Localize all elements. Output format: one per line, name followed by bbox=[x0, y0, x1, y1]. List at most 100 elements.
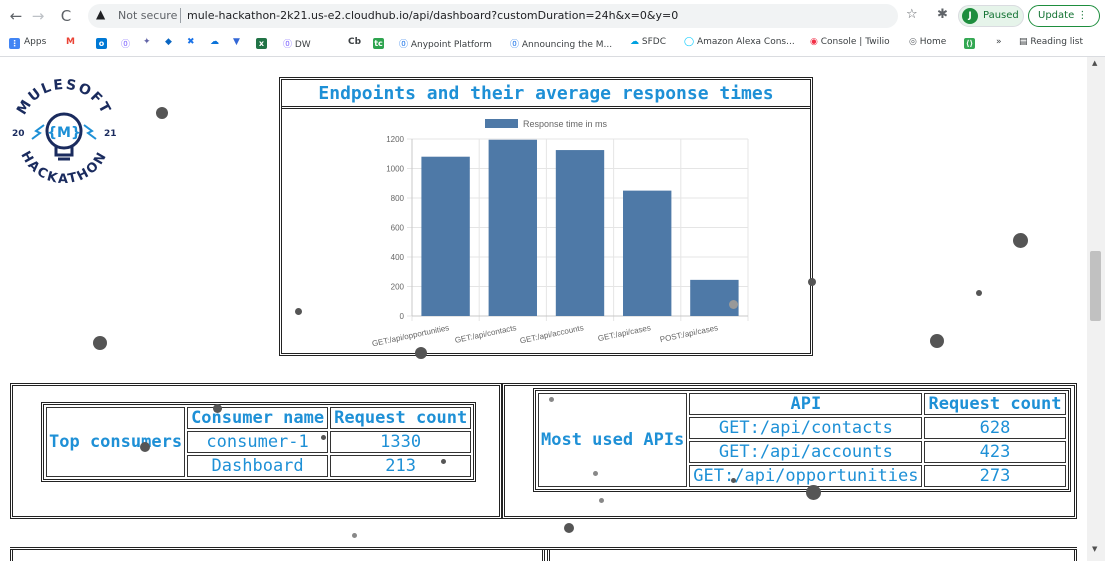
x-tick-label: GET:/api/cases bbox=[597, 323, 652, 343]
bookmarks-bar: ⋮ Apps M o ⓪ ✦ ◆ ✖ ☁ ▼ x ⓪ DW Cb tc ⓪ Any… bbox=[0, 33, 1105, 57]
bookmark-sfdc[interactable]: ☁ SFDC bbox=[630, 37, 666, 47]
url-text[interactable]: mule-hackathon-2k21.us-e2.cloudhub.io/ap… bbox=[187, 9, 679, 22]
mulesoft-icon: ⓪ bbox=[510, 40, 522, 50]
table-cell: 423 bbox=[924, 441, 1066, 463]
flag-icon[interactable]: ▼ bbox=[233, 37, 240, 47]
alexa-ring-icon: ◯ bbox=[684, 37, 697, 47]
x-tick-label: POST:/api/cases bbox=[659, 323, 719, 344]
bookmark-home[interactable]: ◎ Home bbox=[909, 37, 946, 47]
decorative-dot bbox=[808, 278, 816, 286]
more-bookmarks-icon[interactable]: » bbox=[996, 37, 1002, 47]
decorative-dot bbox=[140, 442, 150, 452]
lightning-icon bbox=[83, 124, 97, 140]
browser-chrome: ← → C ▲ Not secure mule-hackathon-2k21.u… bbox=[0, 0, 1105, 57]
bookmark-label: DW bbox=[294, 40, 311, 50]
cb-icon[interactable]: Cb bbox=[348, 37, 362, 47]
legend-label: Response time in ms bbox=[523, 119, 608, 129]
vertical-scrollbar[interactable]: ▲ ▼ bbox=[1087, 57, 1105, 561]
next-section-row bbox=[10, 547, 1077, 561]
chart-area: Response time in ms 0 200 400 600 800 1000 1200… bbox=[282, 112, 810, 353]
table-cell: GET:/api/accounts bbox=[689, 441, 923, 463]
outlook-icon[interactable]: o bbox=[96, 37, 111, 49]
bookmark-apps[interactable]: ⋮ Apps bbox=[9, 37, 46, 49]
bookmark-label: SFDC bbox=[641, 37, 666, 47]
diamond-icon[interactable]: ◆ bbox=[165, 37, 172, 47]
excel-icon[interactable]: x bbox=[256, 37, 271, 49]
svg-text:{M}: {M} bbox=[47, 125, 81, 141]
cloud-icon[interactable]: ☁ bbox=[210, 37, 219, 47]
table-cell: 628 bbox=[924, 417, 1066, 439]
top-consumers-panel: Top consumers Consumer name Request coun… bbox=[10, 383, 502, 519]
gmail-icon[interactable]: M bbox=[66, 37, 75, 47]
green-bracket-icon[interactable]: ⟨⟩ bbox=[964, 38, 975, 49]
decorative-dot bbox=[593, 471, 598, 476]
table-cell: 273 bbox=[924, 465, 1066, 487]
logo-top-text: MULESOFT bbox=[14, 77, 112, 118]
most-used-apis-table: Most used APIs API Request count GET:/ap… bbox=[533, 388, 1071, 492]
bookmark-label: Home bbox=[919, 37, 947, 47]
decorative-dot bbox=[599, 498, 604, 503]
column-header: Request count bbox=[924, 393, 1066, 415]
browser-toolbar: ← → C ▲ Not secure mule-hackathon-2k21.u… bbox=[0, 0, 1105, 33]
column-header: Request count bbox=[330, 407, 472, 429]
scroll-down-arrow-icon[interactable]: ▼ bbox=[1092, 545, 1098, 553]
bookmark-star-icon[interactable]: ☆ bbox=[906, 7, 918, 22]
paused-label: Paused bbox=[983, 10, 1019, 21]
table-row: Dashboard 213 bbox=[46, 455, 472, 477]
forward-arrow-icon[interactable]: → bbox=[31, 7, 45, 25]
table-cell: 213 bbox=[330, 455, 472, 477]
y-tick-label: 1000 bbox=[386, 165, 404, 174]
mulesoft-icon[interactable]: ⓪ bbox=[121, 40, 131, 50]
response-time-bar-chart: Response time in ms 0 200 400 600 800 1000 1200… bbox=[371, 119, 749, 348]
most-used-apis-label: Most used APIs bbox=[538, 393, 688, 487]
most-used-apis-panel: Most used APIs API Request count GET:/ap… bbox=[502, 383, 1077, 519]
bookmark-alexa[interactable]: ◯ Amazon Alexa Cons... bbox=[684, 37, 795, 47]
scrollbar-thumb[interactable] bbox=[1090, 251, 1101, 321]
y-tick-label: 1200 bbox=[386, 135, 404, 144]
response-times-panel: Endpoints and their average response tim… bbox=[279, 77, 813, 356]
reading-list-icon: ▤ bbox=[1019, 37, 1031, 47]
decorative-dot bbox=[564, 523, 574, 533]
back-arrow-icon[interactable]: ← bbox=[9, 7, 23, 25]
extensions-puzzle-icon[interactable]: ✱ bbox=[937, 7, 948, 22]
bookmark-reading-list[interactable]: ▤ Reading list bbox=[1019, 37, 1083, 47]
lightning-icon bbox=[31, 124, 45, 140]
teams-icon[interactable]: ✦ bbox=[143, 37, 151, 47]
top-consumers-label: Top consumers bbox=[46, 407, 186, 477]
table-cell: consumer-1 bbox=[187, 431, 329, 453]
decorative-dot bbox=[731, 478, 736, 483]
twilio-icon: ◉ bbox=[810, 37, 821, 47]
salesforce-cloud-icon: ☁ bbox=[630, 37, 642, 47]
x-tick-label: GET:/api/opportunities bbox=[371, 323, 450, 348]
bookmark-anypoint[interactable]: ⓪ Anypoint Platform bbox=[399, 37, 492, 50]
decorative-dot bbox=[352, 533, 357, 538]
x-tick-label: GET:/api/accounts bbox=[519, 323, 584, 345]
logo-right-num: 21 bbox=[104, 129, 117, 139]
lightbulb-icon bbox=[45, 112, 83, 150]
decorative-dot bbox=[1013, 233, 1028, 248]
mulesoft-icon: ⓪ bbox=[399, 40, 411, 50]
legend-swatch bbox=[485, 119, 518, 128]
decorative-dot bbox=[806, 485, 821, 500]
mulesoft-hackathon-logo: MULESOFT HACKATHON 20 21 {M} bbox=[12, 77, 117, 187]
x-icon[interactable]: ✖ bbox=[187, 37, 195, 47]
bookmark-dw[interactable]: ⓪ DW bbox=[283, 37, 311, 50]
decorative-dot bbox=[930, 334, 944, 348]
chart-bar bbox=[421, 156, 470, 316]
bookmark-twilio[interactable]: ◉ Console | Twilio bbox=[810, 37, 890, 47]
bookmark-announcing[interactable]: ⓪ Announcing the M... bbox=[510, 37, 612, 50]
update-button[interactable]: Update ⋮ bbox=[1028, 5, 1100, 27]
scroll-up-arrow-icon[interactable]: ▲ bbox=[1092, 59, 1098, 67]
home-icon: ◎ bbox=[909, 37, 920, 47]
decorative-dot bbox=[295, 308, 302, 315]
tc-icon[interactable]: tc bbox=[373, 38, 384, 49]
next-section-left bbox=[10, 550, 545, 561]
profile-paused-button[interactable]: J Paused bbox=[958, 5, 1024, 27]
reload-icon[interactable]: C bbox=[60, 7, 72, 25]
bookmark-label: Amazon Alexa Cons... bbox=[696, 37, 795, 47]
y-tick-label: 0 bbox=[400, 312, 405, 321]
table-cell: Dashboard bbox=[187, 455, 329, 477]
not-secure-label: Not secure bbox=[118, 9, 178, 22]
address-bar[interactable]: ▲ Not secure mule-hackathon-2k21.us-e2.c… bbox=[88, 4, 898, 28]
dashboard-page: MULESOFT HACKATHON 20 21 {M} Endpoints a… bbox=[0, 57, 1087, 561]
